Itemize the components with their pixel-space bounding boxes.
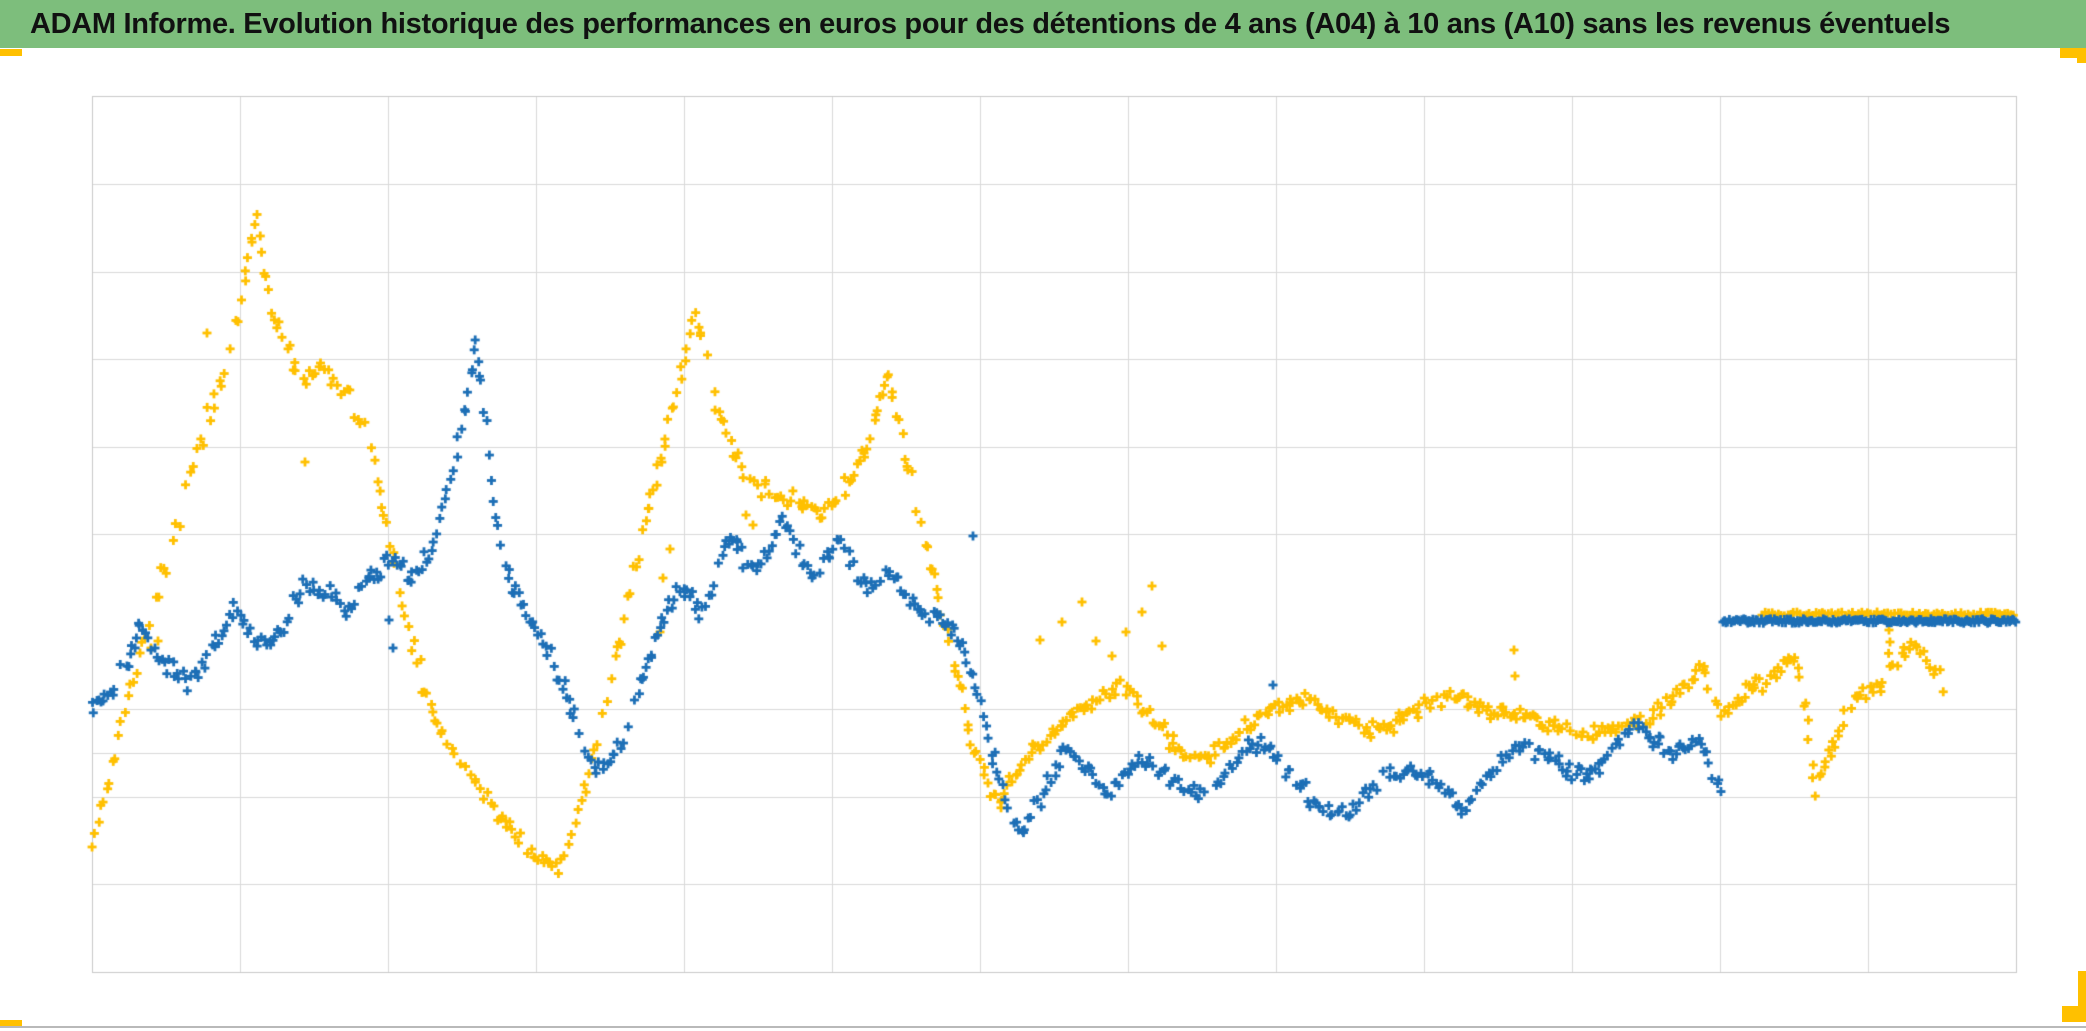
gold-bracket-bottom-right-v [2078,971,2086,1022]
gold-mark-top-left [0,49,22,56]
gold-mark-bottom-left [0,1020,22,1027]
gold-bracket-bottom-right-h [2062,1006,2086,1022]
gold-bracket-top-right-h [2060,48,2086,58]
gold-bracket-top-right-v [2077,48,2086,63]
bottom-separator-line [0,1026,2086,1028]
